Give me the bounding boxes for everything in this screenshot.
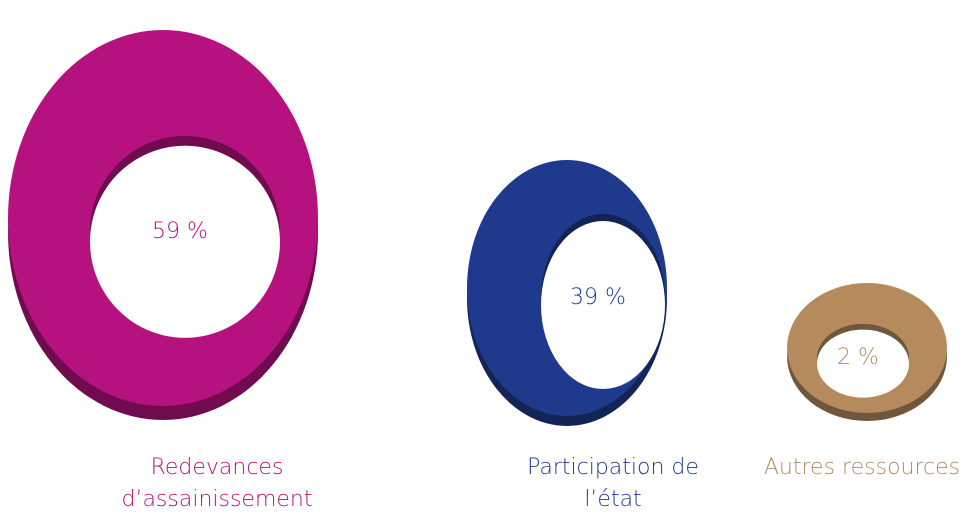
ring-hole [90, 145, 280, 338]
ring [467, 160, 667, 416]
ring-hole [541, 221, 665, 389]
category-label: Redevances d’assainissement [121, 455, 313, 512]
category-label: Participation de l’état [527, 455, 699, 512]
ring-hole [817, 329, 909, 398]
value-label: 39 % [570, 285, 626, 310]
value-label: 59 % [152, 219, 208, 244]
value-label: 2 % [837, 345, 879, 370]
category-label: Autres ressources [763, 455, 961, 480]
